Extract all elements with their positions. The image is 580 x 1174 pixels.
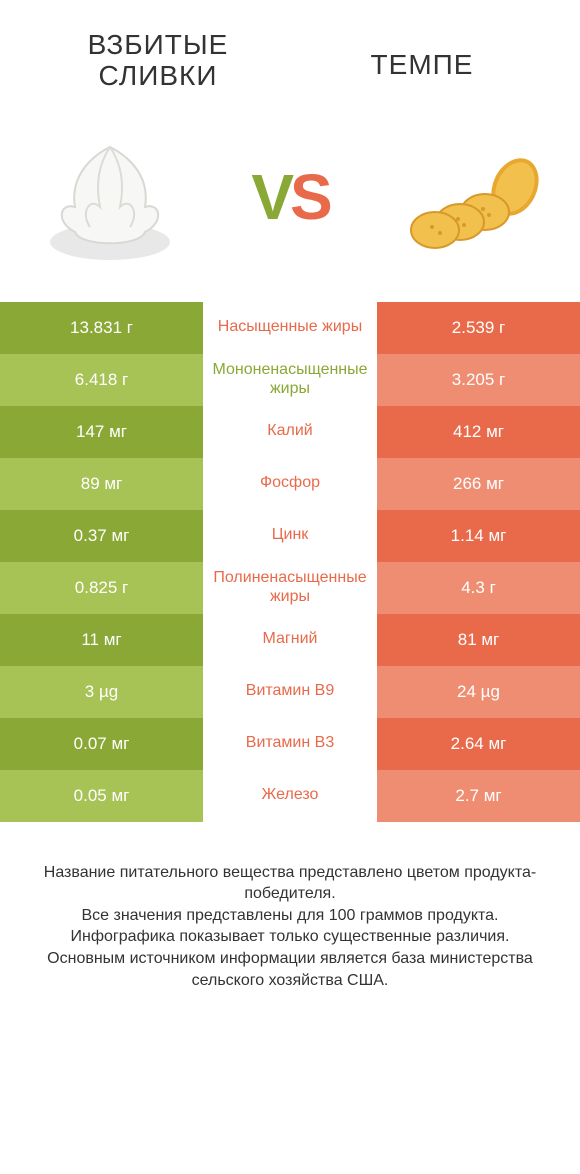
table-row: 0.825 г Полиненасыщенные жиры 4.3 г [0, 562, 580, 614]
header: ВЗБИТЫЕ СЛИВКИ ТЕМПЕ [0, 0, 580, 102]
vs-s: S [290, 161, 329, 233]
left-value: 0.05 мг [0, 770, 203, 822]
vs-label: VS [251, 160, 328, 234]
left-value: 0.37 мг [0, 510, 203, 562]
nutrient-label: Калий [203, 406, 377, 458]
right-value: 2.539 г [377, 302, 580, 354]
footer-line: Все значения представлены для 100 граммо… [30, 905, 550, 927]
vs-v: V [251, 161, 290, 233]
table-row: 89 мг Фосфор 266 мг [0, 458, 580, 510]
nutrient-label: Витамин B3 [203, 718, 377, 770]
table-row: 13.831 г Насыщенные жиры 2.539 г [0, 302, 580, 354]
right-value: 81 мг [377, 614, 580, 666]
left-value: 3 µg [0, 666, 203, 718]
left-value: 147 мг [0, 406, 203, 458]
header-right: ТЕМПЕ [314, 30, 530, 81]
footer-line: Инфографика показывает только существенн… [30, 926, 550, 948]
nutrient-label: Витамин B9 [203, 666, 377, 718]
left-value: 89 мг [0, 458, 203, 510]
right-value: 2.64 мг [377, 718, 580, 770]
table-row: 0.05 мг Железо 2.7 мг [0, 770, 580, 822]
right-value: 24 µg [377, 666, 580, 718]
footer-notes: Название питательного вещества представл… [0, 822, 580, 992]
tempeh-icon [390, 127, 550, 267]
left-value: 11 мг [0, 614, 203, 666]
footer-line: Название питательного вещества представл… [30, 862, 550, 905]
nutrient-label: Мононенасыщенные жиры [203, 354, 377, 406]
table-row: 147 мг Калий 412 мг [0, 406, 580, 458]
left-product-title: ВЗБИТЫЕ СЛИВКИ [50, 30, 266, 92]
footer-line: Основным источником информации является … [30, 948, 550, 991]
left-value: 6.418 г [0, 354, 203, 406]
left-value: 13.831 г [0, 302, 203, 354]
right-product-title: ТЕМПЕ [314, 50, 530, 81]
left-value: 0.07 мг [0, 718, 203, 770]
table-row: 0.07 мг Витамин B3 2.64 мг [0, 718, 580, 770]
right-value: 3.205 г [377, 354, 580, 406]
nutrient-label: Полиненасыщенные жиры [203, 562, 377, 614]
right-value: 412 мг [377, 406, 580, 458]
comparison-table: 13.831 г Насыщенные жиры 2.539 г 6.418 г… [0, 302, 580, 822]
table-row: 0.37 мг Цинк 1.14 мг [0, 510, 580, 562]
right-value: 1.14 мг [377, 510, 580, 562]
left-value: 0.825 г [0, 562, 203, 614]
right-product-image [390, 127, 550, 267]
left-product-image [30, 127, 190, 267]
header-left: ВЗБИТЫЕ СЛИВКИ [50, 30, 266, 92]
table-row: 3 µg Витамин B9 24 µg [0, 666, 580, 718]
table-row: 6.418 г Мононенасыщенные жиры 3.205 г [0, 354, 580, 406]
table-row: 11 мг Магний 81 мг [0, 614, 580, 666]
nutrient-label: Насыщенные жиры [203, 302, 377, 354]
nutrient-label: Цинк [203, 510, 377, 562]
whipped-cream-icon [30, 127, 190, 267]
images-row: VS [0, 102, 580, 302]
nutrient-label: Железо [203, 770, 377, 822]
nutrient-label: Фосфор [203, 458, 377, 510]
right-value: 266 мг [377, 458, 580, 510]
right-value: 2.7 мг [377, 770, 580, 822]
right-value: 4.3 г [377, 562, 580, 614]
nutrient-label: Магний [203, 614, 377, 666]
